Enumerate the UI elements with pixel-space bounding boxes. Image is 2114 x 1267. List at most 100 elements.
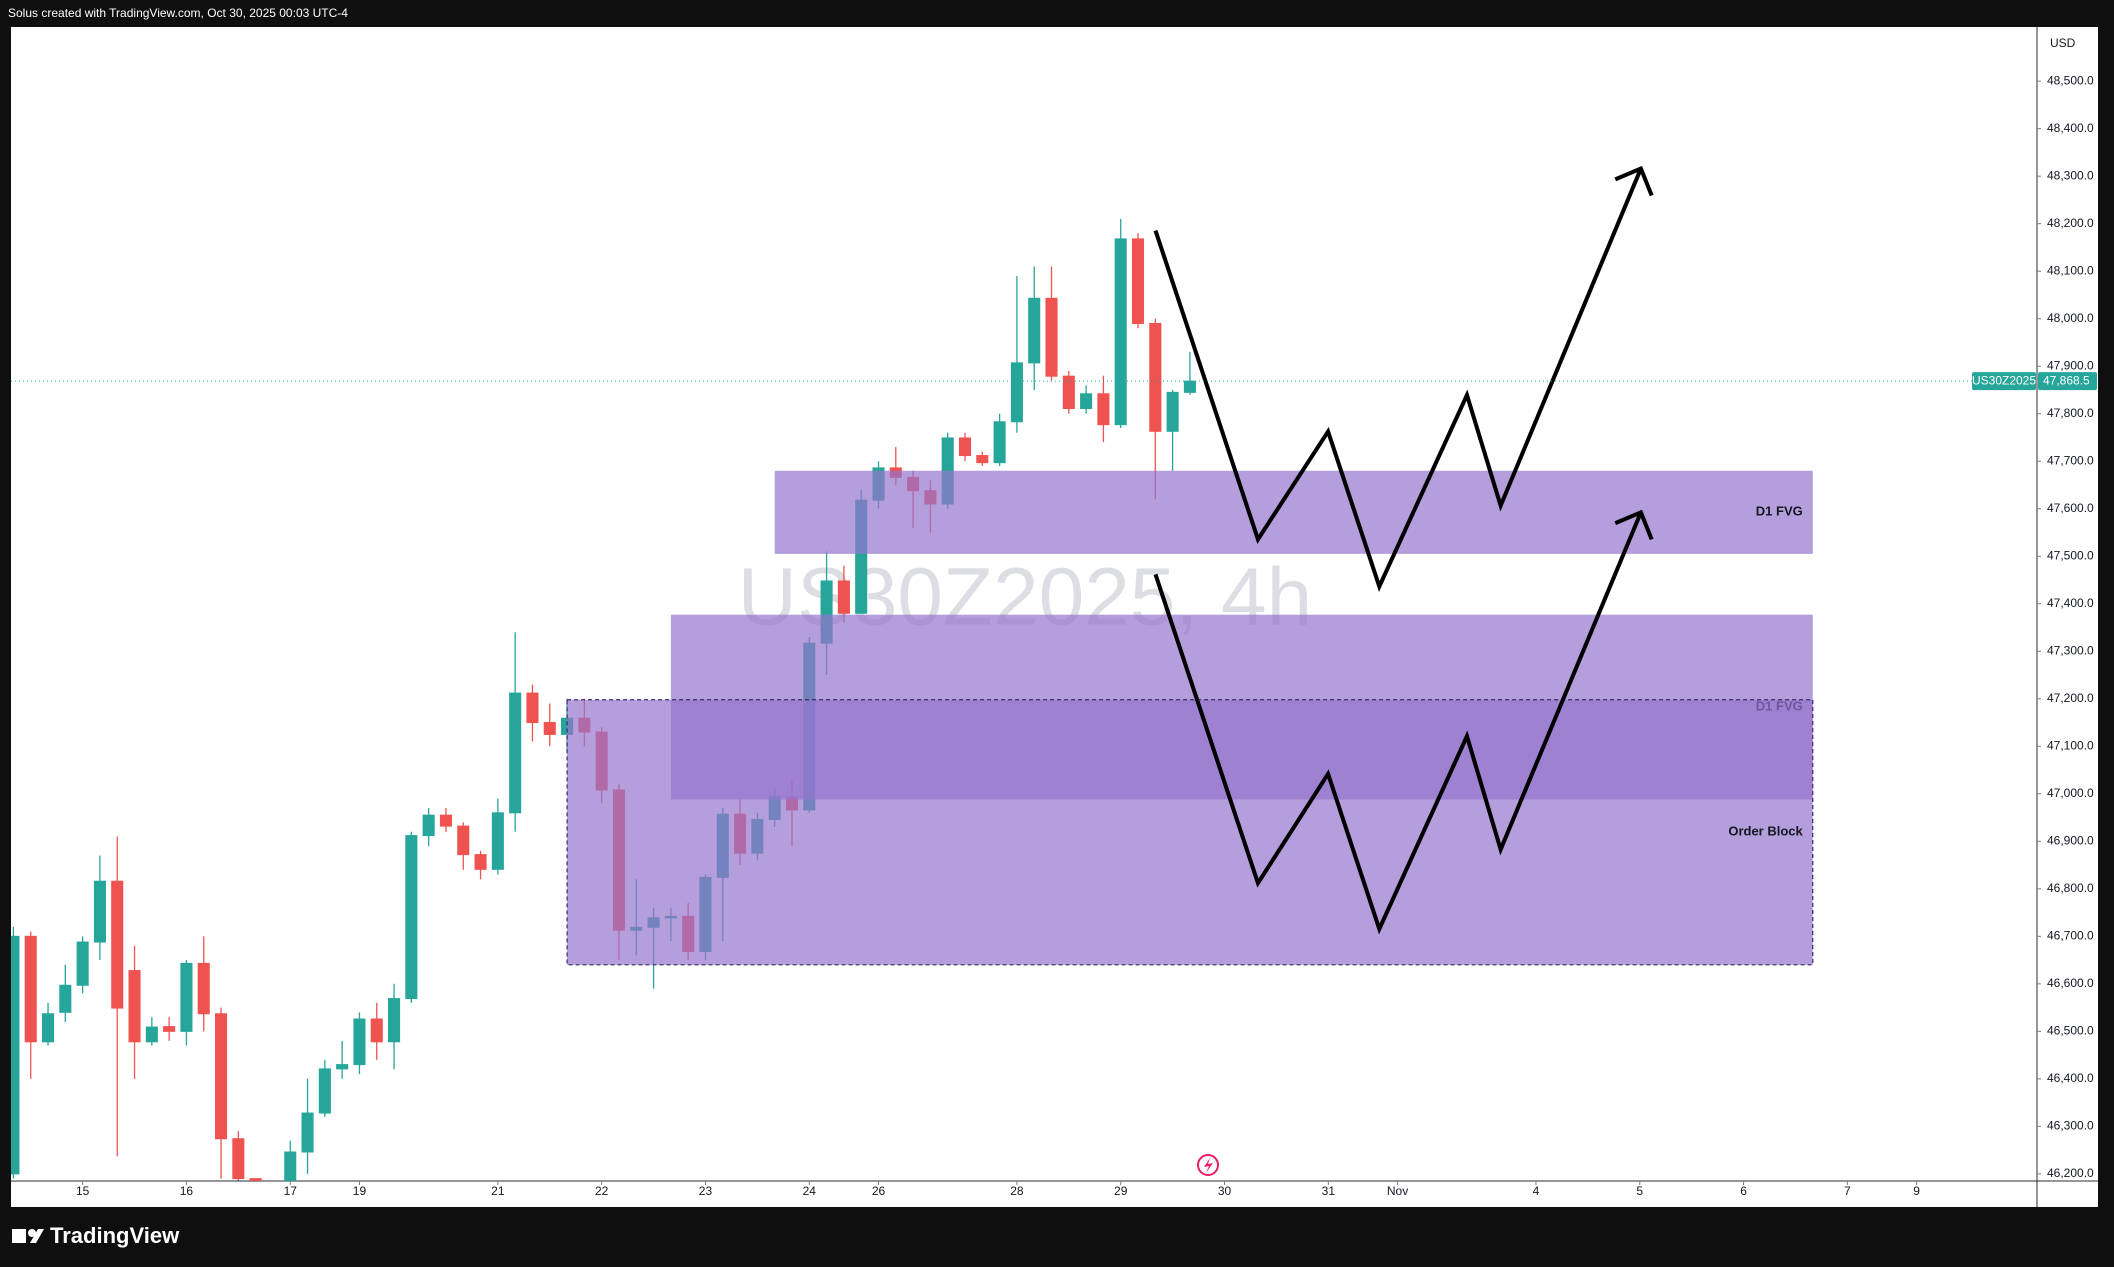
candle-body bbox=[543, 722, 556, 735]
currency: USD bbox=[2050, 36, 2076, 50]
x-tick-label: 26 bbox=[872, 1184, 886, 1198]
y-tick-label: 47,200.0 bbox=[2047, 691, 2094, 705]
caption: Solus created with TradingView.com, Oct … bbox=[8, 6, 348, 20]
x-tick-label: 15 bbox=[76, 1184, 90, 1198]
y-tick-label: 47,100.0 bbox=[2047, 738, 2094, 752]
symbol-tag bbox=[1972, 372, 2036, 391]
x-tick-label: 22 bbox=[595, 1184, 609, 1198]
candle-body bbox=[41, 1013, 55, 1043]
x-tick-label: 29 bbox=[1114, 1184, 1128, 1198]
candle-body bbox=[1149, 322, 1162, 432]
y-tick-label: 47,900.0 bbox=[2047, 358, 2094, 372]
candle-body bbox=[1114, 238, 1127, 426]
candle-body bbox=[11, 935, 20, 1175]
event-icon[interactable] bbox=[1197, 1154, 1219, 1176]
candle-body bbox=[232, 1138, 245, 1180]
x-tick-label: 17 bbox=[284, 1184, 298, 1198]
y-tick-label: 47,700.0 bbox=[2047, 453, 2094, 467]
candle-body bbox=[422, 814, 435, 837]
x-tick-label: 4 bbox=[1533, 1184, 1540, 1198]
candle-body bbox=[76, 941, 89, 986]
candle-body bbox=[976, 455, 989, 464]
y-tick-label: 48,200.0 bbox=[2047, 216, 2094, 230]
candle-body bbox=[111, 880, 124, 1009]
x-tick-label: 6 bbox=[1740, 1184, 1747, 1198]
candle-body bbox=[509, 692, 522, 814]
logo-mark bbox=[28, 1229, 36, 1237]
last-price-label: 47,868.5 bbox=[2043, 373, 2090, 387]
candle-body bbox=[1062, 375, 1075, 409]
candle-body bbox=[526, 692, 539, 724]
candle-body bbox=[457, 825, 470, 856]
candle-body bbox=[353, 1018, 366, 1066]
candle-body bbox=[163, 1026, 176, 1032]
brand-logo: TradingView bbox=[12, 1223, 180, 1248]
zone-label: Order Block bbox=[1728, 824, 1803, 839]
candle-body bbox=[993, 421, 1006, 464]
candle-body bbox=[93, 880, 106, 943]
x-tick-label: 21 bbox=[491, 1184, 505, 1198]
y-tick-label: 46,900.0 bbox=[2047, 833, 2094, 847]
candle-body bbox=[197, 962, 210, 1015]
logo-mark bbox=[12, 1229, 26, 1243]
candle-body bbox=[180, 962, 193, 1032]
candle-body bbox=[215, 1013, 228, 1140]
candle-body bbox=[1183, 380, 1196, 393]
candle-body bbox=[1080, 393, 1093, 409]
candle-body bbox=[837, 580, 850, 614]
projection-path bbox=[1153, 511, 1643, 935]
y-tick-label: 47,300.0 bbox=[2047, 643, 2094, 657]
candle-body bbox=[145, 1026, 158, 1043]
candle-body bbox=[439, 814, 452, 827]
zone-label: D1 FVG bbox=[1756, 504, 1803, 519]
candle-body bbox=[1097, 393, 1110, 426]
candle-body bbox=[1166, 391, 1179, 432]
candle-body bbox=[284, 1151, 297, 1181]
candle-body bbox=[249, 1178, 262, 1181]
y-tick-label: 46,500.0 bbox=[2047, 1024, 2094, 1038]
x-tick-label: 28 bbox=[1010, 1184, 1024, 1198]
y-tick-label: 47,400.0 bbox=[2047, 596, 2094, 610]
y-tick-label: 46,700.0 bbox=[2047, 928, 2094, 942]
x-tick-label: Nov bbox=[1387, 1184, 1408, 1198]
x-tick-label: 5 bbox=[1636, 1184, 1643, 1198]
candle-body bbox=[370, 1018, 383, 1043]
candle-body bbox=[1010, 362, 1023, 423]
candle-body bbox=[405, 835, 418, 1000]
candle-body bbox=[491, 812, 504, 870]
y-tick-label: 46,200.0 bbox=[2047, 1166, 2094, 1180]
candle-body bbox=[474, 854, 487, 870]
y-tick-label: 46,300.0 bbox=[2047, 1119, 2094, 1133]
candle-body bbox=[24, 935, 37, 1043]
x-tick-label: 24 bbox=[803, 1184, 817, 1198]
y-tick-label: 47,800.0 bbox=[2047, 406, 2094, 420]
x-tick-label: 23 bbox=[699, 1184, 713, 1198]
y-tick-label: 46,400.0 bbox=[2047, 1071, 2094, 1085]
candle-body bbox=[301, 1112, 314, 1153]
candle-body bbox=[59, 984, 72, 1013]
y-tick-label: 46,600.0 bbox=[2047, 976, 2094, 990]
symbol-label: US30Z2025 bbox=[1972, 373, 2036, 387]
x-tick-label: 7 bbox=[1844, 1184, 1851, 1198]
candle-body bbox=[1028, 297, 1041, 364]
candle-body bbox=[958, 437, 972, 457]
candle-body bbox=[318, 1068, 331, 1114]
x-tick-label: 16 bbox=[180, 1184, 194, 1198]
last-price-tag bbox=[2038, 372, 2097, 391]
candle-body bbox=[388, 998, 401, 1043]
candle-body bbox=[128, 970, 141, 1043]
x-tick-label: 31 bbox=[1322, 1184, 1336, 1198]
arrow-head bbox=[1614, 165, 1654, 197]
x-tick-label: 9 bbox=[1913, 1184, 1920, 1198]
y-tick-label: 48,000.0 bbox=[2047, 311, 2094, 325]
event-icon-bolt bbox=[1204, 1158, 1213, 1173]
y-tick-label: 46,800.0 bbox=[2047, 881, 2094, 895]
projection-path bbox=[1153, 167, 1643, 593]
y-tick-label: 48,100.0 bbox=[2047, 263, 2094, 277]
candle-body bbox=[1131, 238, 1145, 324]
arrow-head bbox=[1614, 509, 1654, 541]
logo-mark bbox=[30, 1229, 44, 1243]
brand: TradingView bbox=[50, 1223, 180, 1248]
y-tick-label: 47,000.0 bbox=[2047, 786, 2094, 800]
